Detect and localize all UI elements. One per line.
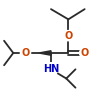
- Circle shape: [44, 63, 58, 76]
- Text: O: O: [81, 48, 89, 58]
- Circle shape: [63, 31, 73, 41]
- Text: O: O: [64, 31, 72, 41]
- Text: HN: HN: [43, 64, 59, 74]
- Circle shape: [20, 48, 31, 58]
- Circle shape: [80, 48, 90, 58]
- Polygon shape: [39, 51, 51, 55]
- Text: O: O: [21, 48, 30, 58]
